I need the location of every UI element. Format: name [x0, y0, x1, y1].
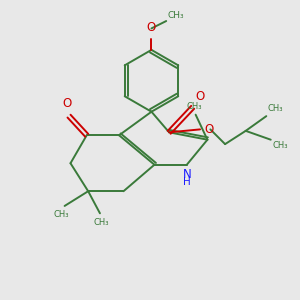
- Text: H: H: [183, 177, 191, 187]
- Text: O: O: [205, 123, 214, 136]
- Text: N: N: [182, 168, 191, 181]
- Text: CH₃: CH₃: [272, 141, 288, 150]
- Text: O: O: [62, 97, 71, 110]
- Text: CH₃: CH₃: [186, 102, 202, 111]
- Text: CH₃: CH₃: [94, 218, 109, 227]
- Text: CH₃: CH₃: [54, 210, 69, 219]
- Text: CH₃: CH₃: [168, 11, 184, 20]
- Text: CH₃: CH₃: [268, 104, 283, 113]
- Text: O: O: [196, 90, 205, 103]
- Text: O: O: [147, 21, 156, 34]
